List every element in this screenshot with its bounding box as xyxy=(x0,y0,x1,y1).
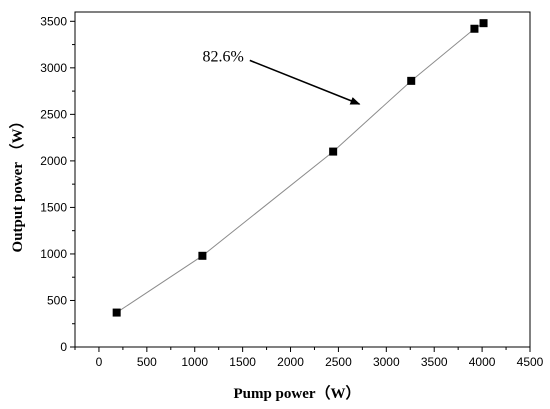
data-point xyxy=(479,19,488,28)
annotation-label: 82.6% xyxy=(202,48,243,65)
x-tick-label: 3500 xyxy=(421,355,448,369)
x-tick-label: 2000 xyxy=(277,355,304,369)
x-tick-label: 0 xyxy=(96,355,103,369)
x-tick-label: 3000 xyxy=(373,355,400,369)
data-point xyxy=(112,308,121,317)
x-tick-label: 1500 xyxy=(229,355,256,369)
series-line xyxy=(116,22,484,313)
x-tick-label: 500 xyxy=(137,355,157,369)
y-axis-ticks: 0 500 1000 1500 2000 2500 3000 3500 xyxy=(40,14,75,354)
x-tick-label: 4500 xyxy=(517,355,544,369)
y-tick-label: 2000 xyxy=(40,154,67,168)
x-axis-title: Pump power（W） xyxy=(233,384,360,402)
y-tick-label: 1000 xyxy=(40,247,67,261)
y-tick-label: 500 xyxy=(47,293,67,307)
y-tick-label: 3500 xyxy=(40,14,67,28)
data-point xyxy=(198,251,207,260)
series-layer xyxy=(112,19,488,317)
y-tick-label: 2500 xyxy=(40,107,67,121)
plot-frame xyxy=(74,11,531,348)
annotation-arrow xyxy=(249,59,361,105)
y-tick-label: 1500 xyxy=(40,200,67,214)
x-tick-label: 2500 xyxy=(325,355,352,369)
y-tick-label: 0 xyxy=(60,340,67,354)
y-tick-label: 3000 xyxy=(40,61,67,75)
annotation-layer: 82.6% xyxy=(202,48,361,105)
data-point xyxy=(329,147,338,156)
x-tick-label: 4000 xyxy=(469,355,496,369)
data-point xyxy=(407,76,416,85)
y-axis-title: Output power （W） xyxy=(8,114,26,253)
data-point xyxy=(470,24,479,33)
x-tick-label: 1000 xyxy=(181,355,208,369)
x-axis-ticks: 0 500 1000 1500 2000 2500 3000 3500 4000 4500 xyxy=(74,347,544,369)
